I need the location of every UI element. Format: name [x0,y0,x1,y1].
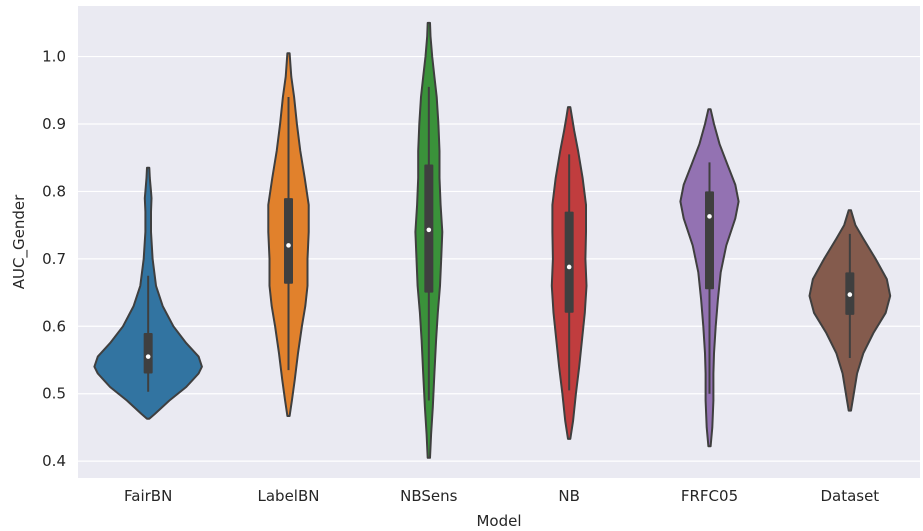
violin-nbsens [414,21,444,459]
iqr-box [564,211,574,313]
y-tick-label: 0.6 [42,317,66,335]
violin-labelbn [267,52,310,417]
iqr-box [143,333,153,374]
x-axis-label: Model [476,512,521,530]
y-axis-label: AUC_Gender [10,194,29,289]
y-tick-label: 0.4 [42,452,66,470]
grid-lines [78,55,920,462]
violin-fairbn [93,166,203,420]
x-tick-label: NBSens [400,487,458,505]
iqr-box [705,191,714,290]
y-tick-label: 0.5 [42,385,66,403]
median-point [847,292,853,297]
median-point [426,227,432,233]
y-tick-labels: 0.4 0.5 0.6 0.7 0.8 0.9 1.0 [42,48,66,471]
iqr-box [284,198,293,284]
median-point [286,243,291,248]
x-tick-labels: FairBN LabelBN NBSens NB FRFC05 Dataset [124,487,879,505]
x-tick-label: FairBN [124,487,172,505]
violin-frfc05 [679,108,740,448]
violin-dataset [808,209,892,412]
x-tick-label: LabelBN [258,487,320,505]
x-tick-label: FRFC05 [681,487,738,505]
median-point [566,264,572,270]
median-point [145,354,151,359]
y-tick-label: 0.9 [42,115,66,133]
plot-area [78,6,920,478]
x-tick-label: Dataset [820,487,879,505]
y-tick-label: 0.7 [42,250,66,268]
median-point [707,214,712,219]
violins [93,21,892,459]
violin-nb [550,106,588,440]
y-tick-label: 1.0 [42,48,66,66]
y-tick-label: 0.8 [42,182,66,200]
x-tick-label: NB [558,487,580,505]
